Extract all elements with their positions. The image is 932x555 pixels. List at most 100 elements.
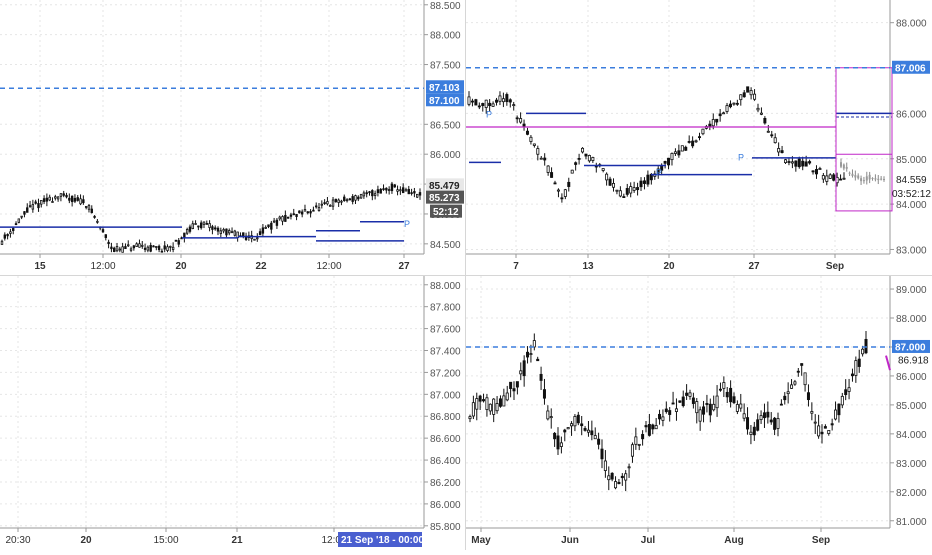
candle-br-body [806, 392, 810, 401]
crosshair-label-bg [338, 532, 422, 547]
candle-tl-body [146, 246, 150, 251]
chart-pane-bottom-right[interactable]: 89.000 88.000 87.000 86.000 85.000 84.000 83.0… [466, 276, 932, 550]
candle-br-body [563, 429, 567, 433]
candle-tr-body [801, 160, 805, 167]
candle-tl-body [373, 193, 377, 196]
candle-tr-body [839, 178, 843, 181]
candle-br-body [779, 403, 783, 406]
y-tick-label: 86.000 [896, 372, 927, 383]
chart-pane-top-left[interactable]: 88.50088.00087.50086.50086.00085.50085.0… [0, 0, 466, 276]
candle-br-body [617, 481, 621, 485]
pivot-marker: P [656, 167, 662, 177]
candle-tl-body [331, 199, 335, 207]
y-tick-label: 85.000 [896, 401, 927, 412]
candle-tr-body [777, 148, 781, 153]
chart-pane-top-right[interactable]: 88.000 86.000 85.000 84.000 83.000 7 13 20 27 Sep… [466, 0, 932, 276]
y-tick-label: 86.800 [430, 412, 461, 423]
candle-br-body [488, 403, 492, 412]
candle-tr-recent-body [854, 175, 857, 178]
candle-tr-body [770, 134, 774, 137]
pane-divider-horizontal[interactable] [0, 275, 932, 276]
candle-tr-body [797, 158, 801, 168]
candle-tl-body [177, 240, 180, 245]
candle-br-body [800, 363, 804, 366]
candle-tl-body [79, 198, 82, 205]
y-tick-label: 82.000 [896, 488, 927, 499]
chart-pane-bottom-left[interactable]: 88.000 87.800 87.600 87.400 87.200 87.000 86.8… [0, 276, 466, 550]
y-tick-label: 85.800 [430, 522, 461, 533]
candle-tr-body [842, 177, 846, 180]
candle-tr-body [525, 130, 529, 135]
candle-br-body [776, 418, 780, 429]
candle-br-body [549, 416, 553, 419]
candle-br-body [522, 360, 526, 377]
candle-br-body [691, 397, 695, 404]
candle-tl-body [141, 244, 144, 247]
candle-br-body [681, 396, 685, 407]
pivot-marker: P [738, 152, 744, 162]
candle-br-body [712, 403, 716, 411]
candle-br-body [840, 395, 844, 406]
candle-br-body [502, 395, 506, 407]
y-tick-label: 85.000 [896, 155, 927, 166]
candle-br-body [864, 338, 868, 354]
pivot-marker: P [486, 109, 492, 119]
candle-tl-body [84, 206, 88, 208]
candle-tl-body [359, 193, 363, 199]
candle-tr-body [567, 181, 571, 187]
candle-tl-body [6, 234, 9, 237]
magenta-box [835, 67, 893, 212]
candle-tl-body [292, 213, 295, 216]
candle-tl-body [65, 194, 68, 198]
candle-tl-body [393, 184, 396, 188]
candle-tr-body [570, 169, 574, 174]
candle-tr-body [501, 98, 505, 103]
candle-tr-body [715, 118, 719, 123]
candle-br-body [637, 443, 641, 446]
candle-br-body [766, 411, 770, 418]
candle-tr-body [639, 180, 643, 188]
x-tick-label: 15:00 [153, 535, 178, 546]
y-tick-label: 86.000 [430, 500, 461, 511]
candle-br-body [762, 412, 766, 419]
candle-br-body [586, 429, 590, 433]
candle-tr-recent-body [871, 177, 874, 179]
candle-tr-recent-body [862, 180, 865, 182]
x-tick-label: Jun [561, 535, 579, 546]
candle-tr-body [739, 94, 743, 101]
candle-tl-body [286, 216, 290, 219]
candle-tl-body [118, 248, 122, 251]
candle-tr-body [825, 175, 829, 182]
candle-tr-body [728, 103, 732, 108]
candle-tr-body [560, 197, 564, 200]
candle-br-body [783, 395, 787, 401]
candle-tr-body [804, 161, 808, 167]
candle-tr-body [584, 153, 588, 157]
candle-tl-body [3, 234, 7, 239]
candle-tr-recent-body [857, 175, 860, 179]
candle-br-body [610, 472, 614, 480]
candle-tr-body [470, 100, 474, 103]
candle-br-body [651, 424, 655, 430]
candle-tl-body [59, 193, 63, 197]
level-label-bg [426, 93, 464, 107]
candle-br-body [773, 417, 777, 430]
candle-tl-body [101, 229, 105, 233]
candle-tl-body [152, 245, 155, 248]
x-tick-label: 27 [748, 261, 760, 272]
candle-tl-body [407, 188, 410, 195]
candle-tr-body [814, 169, 818, 175]
y-tick-label: 87.600 [430, 325, 461, 336]
candle-tl-body [401, 187, 405, 194]
y-tick-label: 86.200 [430, 478, 461, 489]
y-tick-label: 84.000 [896, 430, 927, 441]
candle-tr-body [622, 196, 626, 198]
candle-br-body [583, 428, 587, 431]
x-tick-label: 27 [398, 261, 410, 272]
candle-br-body [536, 358, 540, 362]
candle-tl-body [340, 200, 343, 203]
candle-tl-body [410, 192, 413, 195]
candle-br-body [803, 372, 807, 386]
candle-tl-body [300, 211, 304, 215]
candle-tl-body [272, 220, 276, 223]
